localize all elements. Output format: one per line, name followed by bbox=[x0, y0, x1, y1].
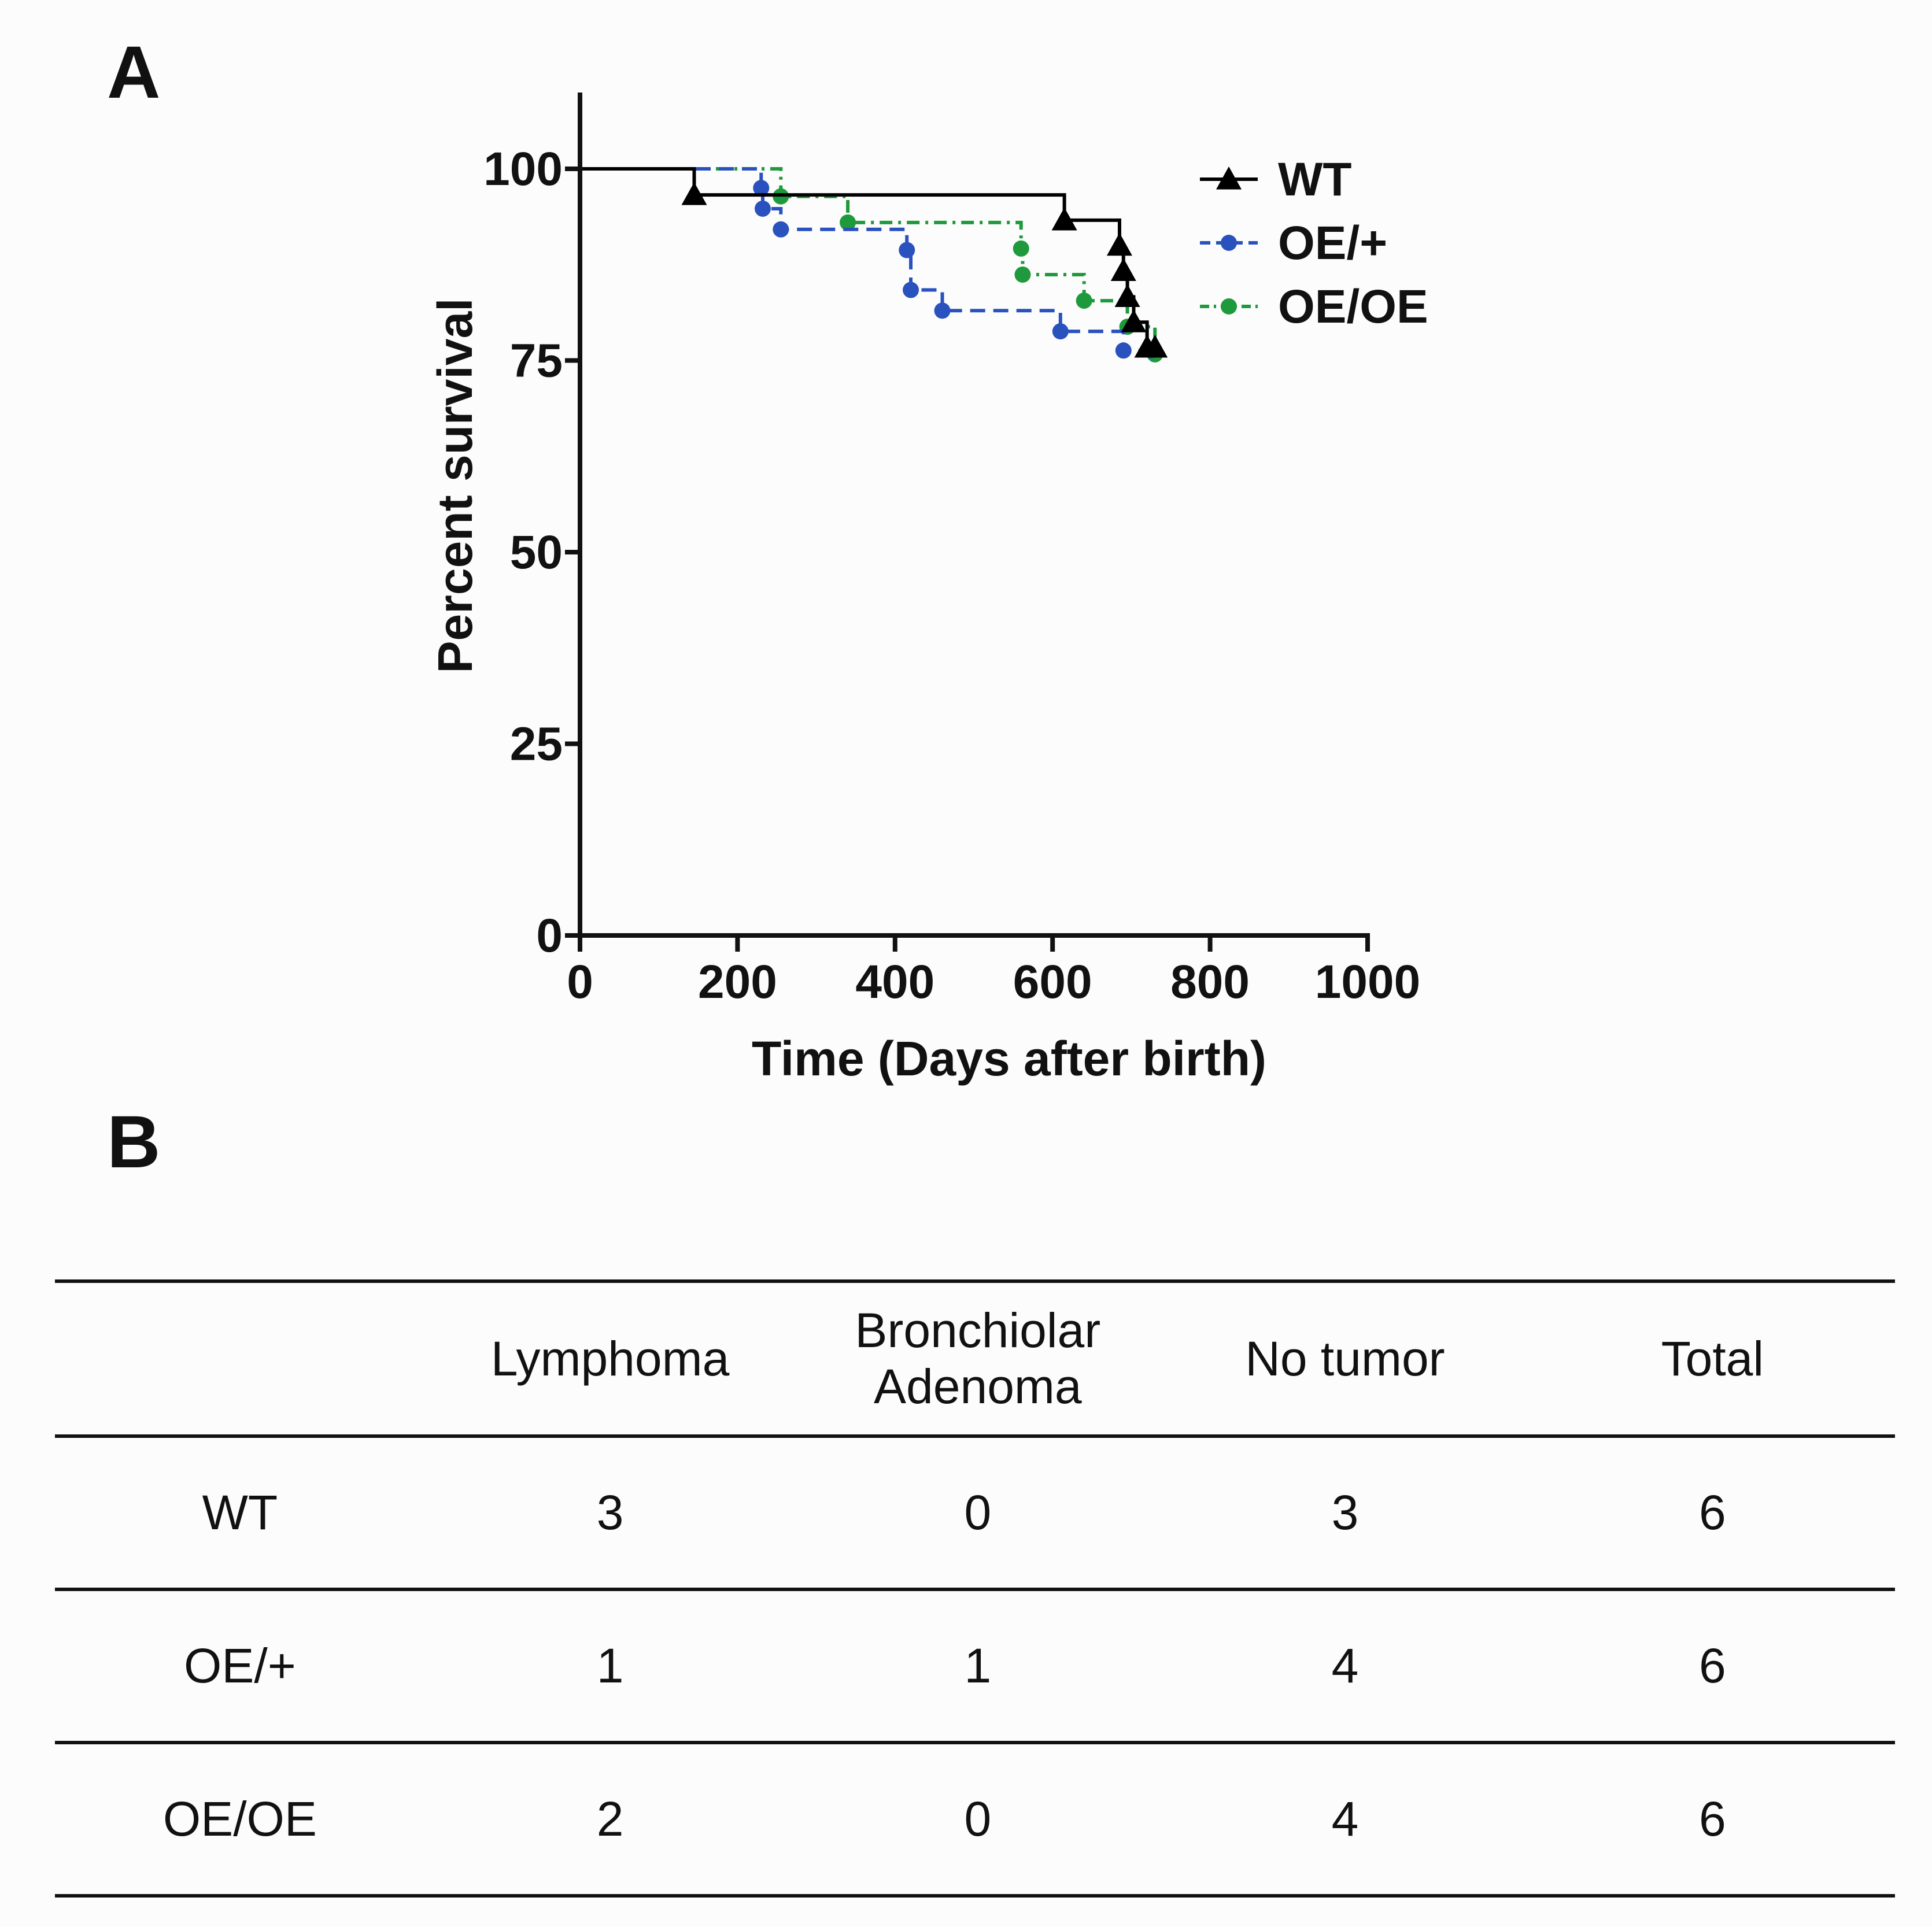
x-tick-label: 0 bbox=[567, 956, 593, 1008]
data-point bbox=[934, 302, 951, 319]
series-wt bbox=[580, 167, 1168, 358]
legend-item: OE/+ bbox=[1200, 217, 1387, 269]
data-point bbox=[681, 182, 707, 205]
data-point bbox=[1106, 232, 1132, 256]
data-point bbox=[1051, 207, 1077, 231]
series-oe-plus bbox=[580, 167, 1159, 359]
series-line bbox=[580, 167, 1157, 354]
panel-label-b: B bbox=[107, 1101, 161, 1183]
y-tick-label: 50 bbox=[510, 526, 563, 579]
data-point bbox=[1115, 342, 1132, 359]
table-cell: 2 bbox=[596, 1792, 624, 1846]
table-cell: 0 bbox=[964, 1485, 992, 1540]
table-row: OE/OE 2 0 4 6 bbox=[55, 1743, 1895, 1896]
table-cell: 3 bbox=[1331, 1485, 1359, 1540]
data-point bbox=[903, 282, 919, 298]
header-cell-blank bbox=[55, 1281, 425, 1436]
table-cell: 0 bbox=[964, 1792, 992, 1846]
series-layer bbox=[580, 167, 1168, 363]
header-cell-bronchiolar-adenoma: Bronchiolar Adenoma bbox=[795, 1281, 1160, 1436]
data-point bbox=[1052, 323, 1069, 340]
legend-label: OE/+ bbox=[1278, 217, 1387, 269]
y-axis-title: Percent survival bbox=[428, 298, 482, 673]
tumor-table: Lymphoma Bronchiolar Adenoma No tumor To… bbox=[55, 1279, 1895, 1898]
table-row: WT 3 0 3 6 bbox=[55, 1436, 1895, 1589]
header-cell-no-tumor: No tumor bbox=[1245, 1331, 1445, 1386]
x-tick-label: 600 bbox=[1013, 956, 1092, 1008]
data-point bbox=[840, 214, 856, 231]
data-point bbox=[899, 242, 915, 258]
data-point bbox=[1014, 266, 1031, 283]
legend-item: WT bbox=[1200, 153, 1351, 206]
data-point bbox=[1110, 258, 1136, 281]
x-tick-label: 1000 bbox=[1315, 956, 1420, 1008]
table-cell: 6 bbox=[1698, 1638, 1726, 1693]
y-tick-label: 0 bbox=[536, 909, 563, 962]
y-tick-label: 100 bbox=[483, 143, 563, 195]
table-cell: 3 bbox=[596, 1485, 624, 1540]
legend-label: OE/OE bbox=[1278, 280, 1428, 333]
table-header-row: Lymphoma Bronchiolar Adenoma No tumor To… bbox=[55, 1281, 1895, 1436]
x-axis-title: Time (Days after birth) bbox=[752, 1031, 1266, 1086]
data-point bbox=[1076, 293, 1092, 309]
row-label: WT bbox=[202, 1485, 278, 1540]
legend: WT OE/+ OE/OE bbox=[1200, 153, 1428, 333]
table-cell: 4 bbox=[1331, 1638, 1359, 1693]
header-line-2: Adenoma bbox=[874, 1359, 1082, 1414]
series-line bbox=[580, 167, 1155, 349]
data-point bbox=[1013, 240, 1029, 257]
series-line bbox=[580, 167, 1151, 353]
table-cell: 4 bbox=[1331, 1792, 1359, 1846]
x-tick-label: 800 bbox=[1170, 956, 1250, 1008]
panel-label-a: A bbox=[107, 31, 161, 114]
header-cell-lymphoma: Lymphoma bbox=[490, 1331, 730, 1386]
x-tick-label: 400 bbox=[855, 956, 934, 1008]
header-line-1: Bronchiolar bbox=[855, 1303, 1101, 1358]
x-tick-label: 200 bbox=[698, 956, 777, 1008]
legend-item: OE/OE bbox=[1200, 280, 1428, 333]
data-point bbox=[1121, 309, 1147, 332]
table-cell: 1 bbox=[596, 1638, 624, 1693]
legend-swatch-marker bbox=[1216, 167, 1242, 190]
data-point bbox=[1142, 334, 1168, 358]
header-cell-total: Total bbox=[1661, 1331, 1764, 1386]
y-tick-label: 25 bbox=[510, 718, 563, 771]
legend-label: WT bbox=[1278, 153, 1351, 206]
data-point bbox=[1114, 284, 1140, 308]
table-cell: 1 bbox=[964, 1638, 992, 1693]
table-cell: 6 bbox=[1698, 1792, 1726, 1846]
legend-swatch-marker bbox=[1221, 298, 1237, 315]
series-oe-oe bbox=[580, 167, 1163, 363]
row-label: OE/OE bbox=[162, 1792, 317, 1846]
data-point bbox=[754, 200, 771, 217]
data-point bbox=[753, 180, 770, 197]
legend-swatch-marker bbox=[1221, 235, 1237, 251]
table-cell: 6 bbox=[1698, 1485, 1726, 1540]
row-label: OE/+ bbox=[184, 1638, 296, 1693]
data-point bbox=[773, 221, 789, 238]
y-tick-label: 75 bbox=[510, 335, 563, 387]
table-row: OE/+ 1 1 4 6 bbox=[55, 1589, 1895, 1743]
